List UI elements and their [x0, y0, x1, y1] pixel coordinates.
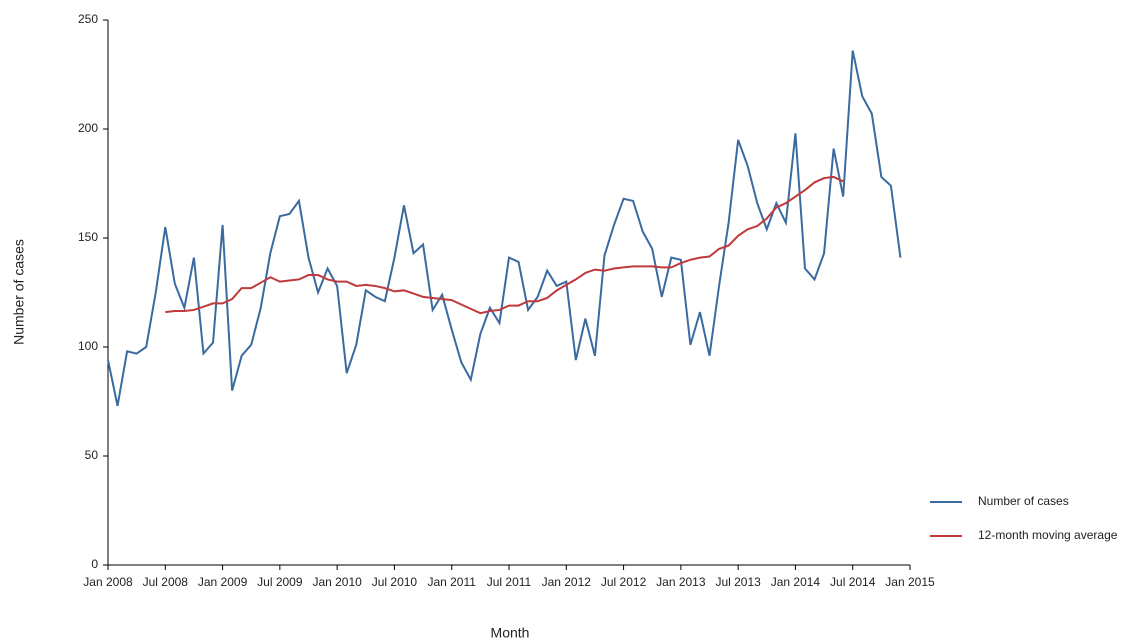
y-axis-label: Number of cases [11, 239, 27, 345]
x-tick-label: Jan 2013 [656, 575, 706, 589]
x-tick-label: Jan 2014 [771, 575, 821, 589]
legend-label: Number of cases [978, 494, 1069, 508]
y-tick-label: 100 [78, 339, 98, 353]
legend-label: 12-month moving average [978, 528, 1118, 542]
y-tick-label: 50 [85, 448, 99, 462]
x-tick-label: Jul 2013 [715, 575, 761, 589]
x-tick-label: Jul 2009 [257, 575, 303, 589]
y-tick-label: 250 [78, 12, 98, 26]
x-tick-label: Jul 2008 [143, 575, 189, 589]
x-tick-label: Jan 2010 [312, 575, 362, 589]
x-tick-label: Jul 2014 [830, 575, 876, 589]
series-line [107, 50, 902, 407]
x-tick-label: Jan 2015 [885, 575, 935, 589]
y-tick-label: 200 [78, 121, 98, 135]
x-axis-label: Month [491, 625, 530, 641]
y-tick-label: 150 [78, 230, 98, 244]
x-tick-label: Jul 2010 [372, 575, 418, 589]
x-tick-label: Jan 2008 [83, 575, 133, 589]
x-tick-label: Jan 2009 [198, 575, 248, 589]
x-tick-label: Jan 2012 [542, 575, 592, 589]
series-line [165, 175, 844, 315]
x-tick-label: Jan 2011 [427, 575, 476, 589]
y-tick-label: 0 [91, 557, 98, 571]
x-tick-label: Jul 2011 [487, 575, 532, 589]
x-tick-label: Jul 2012 [601, 575, 647, 589]
